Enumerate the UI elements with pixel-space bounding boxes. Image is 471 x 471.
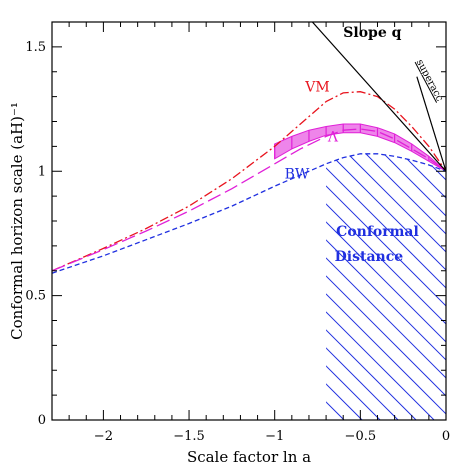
x-tick-label: −2 xyxy=(94,429,113,444)
annotation-label: BW xyxy=(285,167,310,183)
series-line-lambda xyxy=(52,128,446,272)
hatch-line xyxy=(326,153,446,420)
hatch-line xyxy=(326,153,399,420)
hatched-region xyxy=(326,22,471,420)
x-tick-label: −1.5 xyxy=(173,429,205,444)
y-tick-label: 0.5 xyxy=(25,289,46,304)
axis-ticks: −2 −1.5 −1 −0.5 0 0 0.5 1 1.5 xyxy=(25,22,450,444)
y-tick-label: 1.5 xyxy=(25,40,46,55)
hatch-line xyxy=(450,22,471,420)
slope-q-line xyxy=(311,22,446,172)
x-tick-label: −1 xyxy=(265,429,284,444)
hatch-line xyxy=(326,153,446,420)
hatch-line xyxy=(326,153,435,420)
x-tick-label: 0 xyxy=(442,429,450,444)
series-layer xyxy=(52,91,446,274)
lambda-band-area xyxy=(274,123,446,172)
annotation-label: Distance xyxy=(335,249,404,265)
y-axis-title: Conformal horizon scale (aH)⁻¹ xyxy=(8,102,26,340)
hatch-line xyxy=(326,153,446,420)
superacc-line xyxy=(416,76,446,172)
y-tick-label: 0 xyxy=(38,413,46,428)
hatch-line xyxy=(326,153,446,420)
x-tick-label: −0.5 xyxy=(345,429,377,444)
reference-lines xyxy=(311,22,446,172)
hatch-line xyxy=(326,153,446,420)
annotation-label: Slope q xyxy=(343,25,401,41)
hatch-line xyxy=(326,153,446,420)
hatch-line xyxy=(326,153,446,420)
lambda-band xyxy=(274,123,446,172)
plot-frame xyxy=(51,21,447,421)
annotation-label: VM xyxy=(304,80,329,96)
hatch-line xyxy=(326,153,446,420)
x-axis-title: Scale factor ln a xyxy=(187,448,311,466)
hatch-line xyxy=(326,153,446,420)
y-tick-label: 1 xyxy=(38,164,46,179)
annotation-label: Λ xyxy=(327,129,339,145)
hatch-line xyxy=(326,153,417,420)
series-line-vm xyxy=(52,91,446,272)
hatch-line xyxy=(326,153,327,420)
hatch-line xyxy=(326,153,446,420)
hatch-lines xyxy=(326,22,471,420)
hatch-line xyxy=(326,153,446,420)
hatch-line xyxy=(431,153,446,420)
hatch-line xyxy=(326,153,446,420)
series-line-bw xyxy=(52,153,446,274)
annotation-label: Conformal xyxy=(336,224,419,240)
